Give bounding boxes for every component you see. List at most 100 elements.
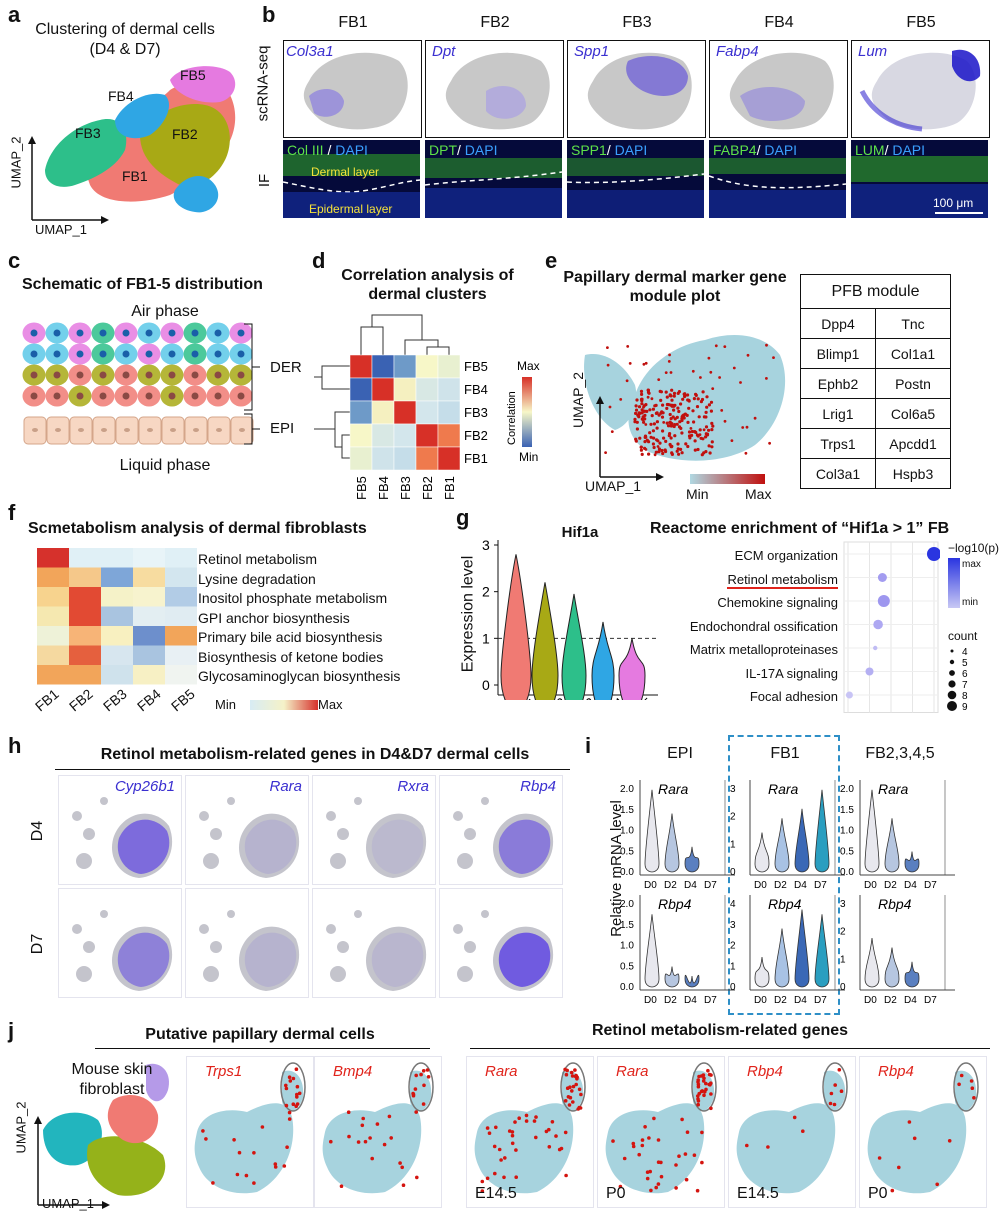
corr-row-label: FB5 <box>464 359 488 374</box>
svg-text:4: 4 <box>962 647 968 658</box>
gene-label: Rara <box>269 778 302 795</box>
panel-e-ylabel: UMAP_2 <box>570 371 587 429</box>
svg-text:FB3: FB3 <box>571 695 598 700</box>
umap-rxra-d7 <box>312 888 436 998</box>
pfb-module-table: PFB module Dpp4 Tnc Blimp1 Col1a1 Ephb2 Pos… <box>800 274 951 489</box>
svg-text:0.5: 0.5 <box>840 846 854 857</box>
svg-text:Correlation: Correlation <box>506 391 518 445</box>
corr-col-label: FB3 <box>398 476 413 500</box>
svg-text:FB5: FB5 <box>629 695 656 700</box>
panel-j-right-title: Retinol metabolism-related genes <box>591 1022 849 1039</box>
epidermal-layer-label: Epidermal layer <box>309 202 393 216</box>
scrna-panel-fb3: Spp1 <box>567 40 706 138</box>
relative-mrna-violins: 2.0 1.5 1.0 0.5 0.0 Rara D0 D2 D4 D7 3 2 1 0 Rara D0 D2 D… <box>620 780 955 1005</box>
metabolism-heatmap <box>37 548 197 685</box>
svg-text:2: 2 <box>482 584 490 600</box>
umap-rbp4-d7 <box>439 888 563 998</box>
svg-text:0: 0 <box>840 982 846 993</box>
svg-text:Rara: Rara <box>768 781 799 797</box>
if-marker-col3: Col III <box>287 142 324 158</box>
corr-col-label: FB4 <box>376 476 391 500</box>
col-fb1: FB1 <box>338 14 368 31</box>
panel-e-title: Papillary dermal marker gene module plot <box>563 269 787 305</box>
reactome-dotplot: 3691215 <box>843 541 940 713</box>
svg-text:1.5: 1.5 <box>840 805 854 816</box>
svg-text:5: 5 <box>962 658 968 669</box>
gene-label: Cyp26b1 <box>114 778 175 795</box>
cluster-label-fb2: FB2 <box>172 126 198 142</box>
gene-label: Rbp4 <box>878 1063 914 1080</box>
violin-fb5 <box>618 638 646 700</box>
panel-a-xlabel: UMAP_1 <box>35 222 88 237</box>
svg-text:D4: D4 <box>904 880 917 891</box>
enrichment-dot <box>927 547 940 561</box>
umap-cyp26b1-d7 <box>58 888 182 998</box>
svg-text:Min: Min <box>519 450 538 464</box>
gene-label: Bmp4 <box>333 1063 373 1080</box>
dermal-layer-label: Dermal layer <box>311 165 380 179</box>
umap-j-2: Rara E14.5 <box>466 1056 594 1208</box>
panel-a-umap <box>28 66 236 224</box>
panel-j-left-title: Putative papillary dermal cells <box>145 1026 375 1043</box>
scale-bar <box>935 212 983 214</box>
svg-text:0: 0 <box>730 982 736 993</box>
svg-text:1: 1 <box>482 630 490 646</box>
corr-col-label: FB1 <box>442 476 457 500</box>
svg-text:3: 3 <box>730 784 736 795</box>
panel-e-xlabel: UMAP_1 <box>585 478 642 494</box>
panel-label-h: h <box>8 733 22 758</box>
corr-row-label: FB1 <box>464 451 488 466</box>
mrna-violin-block: 2.0 1.5 1.0 0.5 0.0 Rbp4 D0 D2 D4 D7 <box>620 895 735 1005</box>
svg-text:D4: D4 <box>794 880 807 891</box>
gene-dpt: Dpt <box>432 43 456 60</box>
scrna-panel-fb4: Fabp4 <box>709 40 848 138</box>
svg-text:1: 1 <box>840 954 846 965</box>
panel-label-e: e <box>545 248 558 273</box>
svg-text:D2: D2 <box>884 995 897 1005</box>
corr-row-label: FB2 <box>464 428 488 443</box>
gene-fabp4: Fabp4 <box>716 43 759 60</box>
panel-a-ylabel: UMAP_2 <box>8 136 24 189</box>
svg-text:D0: D0 <box>754 880 767 891</box>
gene-label: Rbp4 <box>520 778 556 795</box>
umap-rara-d7 <box>185 888 309 998</box>
papillary-module-umap <box>584 335 786 481</box>
pfb-title: PFB module <box>800 274 951 309</box>
panel-j-xlabel: UMAP_1 <box>42 1196 95 1211</box>
col-fb3: FB3 <box>622 14 652 31</box>
mrna-violin-block: 2.0 1.5 1.0 0.5 0.0 Rara D0 D2 D4 D7 <box>620 780 735 891</box>
svg-text:FB4: FB4 <box>600 695 627 700</box>
svg-text:1.0: 1.0 <box>620 826 634 837</box>
scrna-panel-fb2: Dpt <box>425 40 564 138</box>
svg-text:6: 6 <box>962 669 968 680</box>
svg-text:D7: D7 <box>814 880 827 891</box>
umap-j-0: Trps1 <box>186 1056 314 1208</box>
row-d7: D7 <box>29 933 47 955</box>
svg-text:3: 3 <box>840 899 846 910</box>
umap-rara-d4: Rara <box>185 775 309 885</box>
violin-fb1 <box>500 554 532 700</box>
gene-label: Rara <box>485 1063 518 1080</box>
svg-text:Rbp4: Rbp4 <box>768 896 802 912</box>
panel-a-title: Clustering of dermal cells (D4 & D7) <box>35 21 215 58</box>
svg-text:2: 2 <box>730 812 736 823</box>
col-fb2: FB2 <box>480 14 510 31</box>
umap-j-1: Bmp4 <box>314 1056 442 1208</box>
umap-cyp26b1-d4: Cyp26b1 <box>58 775 182 885</box>
svg-text:Max: Max <box>517 359 540 373</box>
svg-text:D4: D4 <box>904 995 917 1005</box>
cluster-label-fb1: FB1 <box>122 168 148 184</box>
corr-col-label: FB5 <box>354 476 369 500</box>
cluster-fb2 <box>140 104 230 187</box>
scrna-panel-fb5: Lum <box>851 40 990 138</box>
panel-f-title: Scmetabolism analysis of dermal fibrobla… <box>28 520 367 537</box>
corr-row-label: FB4 <box>464 382 488 397</box>
group-fb1: FB1 <box>770 745 800 762</box>
reactome-terms: ECM organization Retinol metabolism Chem… <box>689 548 838 704</box>
panel-label-d: d <box>312 248 326 273</box>
gene-spp1: Spp1 <box>574 43 610 60</box>
panel-label-a: a <box>8 2 21 27</box>
violin-fb4 <box>591 621 615 700</box>
stage-label: P0 <box>606 1185 626 1202</box>
